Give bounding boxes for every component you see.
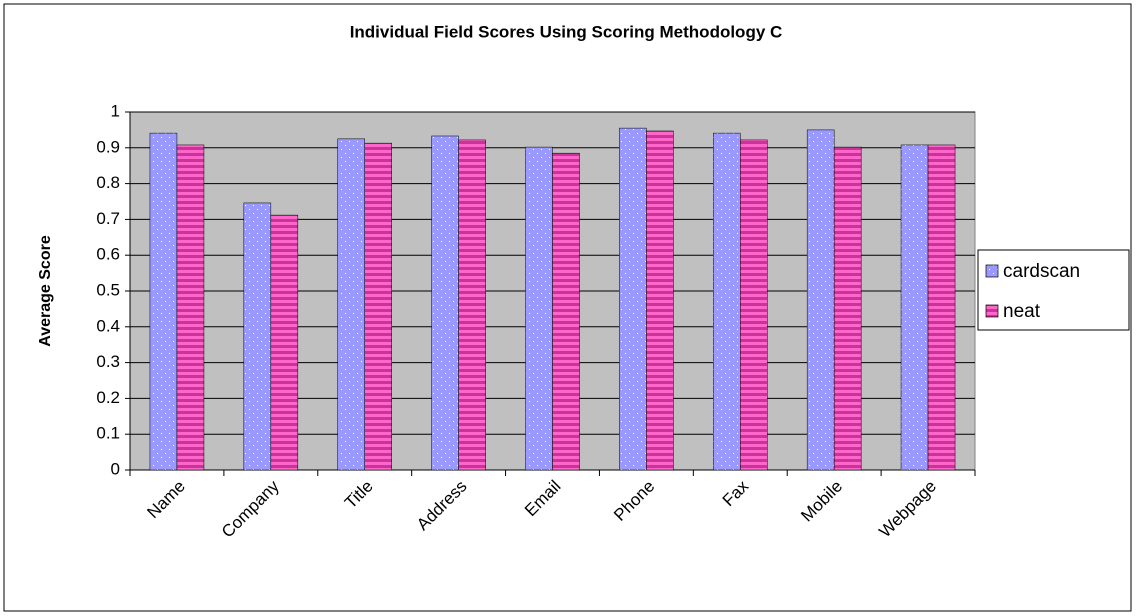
bar [337, 138, 365, 471]
bar [713, 132, 741, 471]
bar [431, 135, 459, 471]
bar [646, 130, 674, 471]
legend-box [977, 249, 1130, 331]
bar [270, 214, 299, 471]
y-tick-label: 1 [111, 101, 120, 120]
y-tick-label: 0 [111, 459, 120, 478]
y-tick-label: 0.9 [96, 137, 120, 156]
legend-label: cardscan [1003, 261, 1080, 282]
bar [833, 146, 862, 471]
y-tick-label: 0.4 [96, 316, 120, 335]
bar [552, 152, 580, 471]
bar [176, 144, 205, 471]
bar [525, 146, 553, 471]
bar [619, 127, 647, 471]
legend-label: neat [1003, 301, 1041, 322]
y-tick-label: 0.6 [96, 245, 120, 264]
bar [806, 129, 835, 471]
legend-swatch [985, 264, 999, 278]
bar [364, 142, 392, 471]
y-tick-label: 0.7 [96, 209, 120, 228]
bar [740, 139, 768, 471]
legend-swatch [985, 304, 999, 318]
chart-title: Individual Field Scores Using Scoring Me… [350, 22, 783, 41]
bar [458, 139, 486, 471]
y-tick-label: 0.3 [96, 352, 120, 371]
bar [900, 144, 929, 471]
bar [149, 132, 178, 471]
y-tick-label: 0.5 [96, 280, 120, 299]
bar [927, 144, 956, 471]
y-tick-label: 0.2 [96, 388, 120, 407]
y-axis-title: Average Score [37, 235, 54, 347]
y-tick-label: 0.1 [96, 424, 120, 443]
bar [243, 202, 272, 471]
y-tick-label: 0.8 [96, 173, 120, 192]
